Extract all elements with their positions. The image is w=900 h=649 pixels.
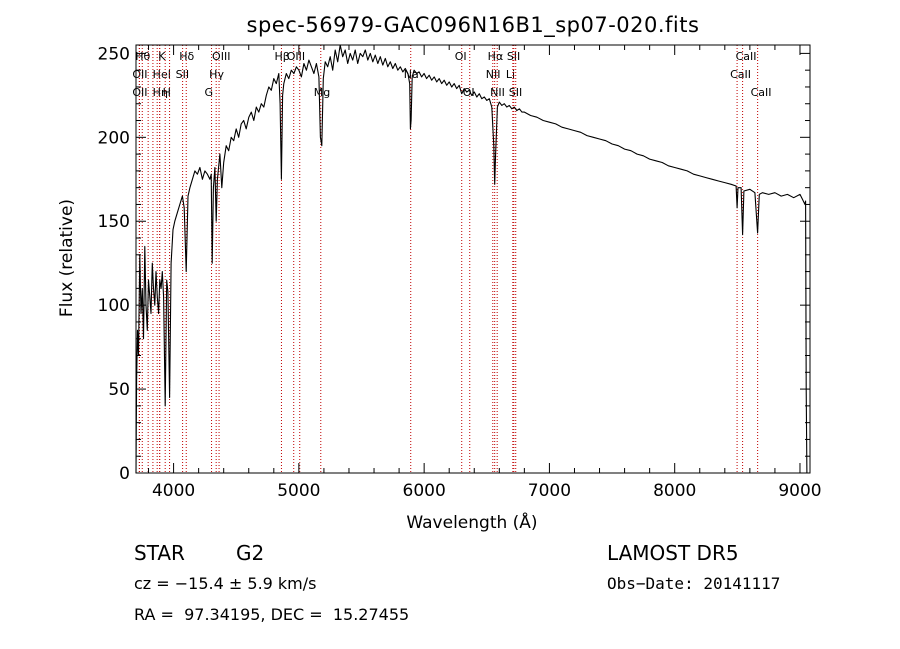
line-marker-label: Hδ <box>179 50 194 63</box>
x-tick-label: 7000 <box>528 481 571 501</box>
x-axis-label: Wavelength (Å) <box>406 511 537 533</box>
line-marker-label: G <box>205 86 214 99</box>
y-tick-label: 150 <box>98 212 130 232</box>
line-marker-label: CaII <box>730 68 751 81</box>
line-marker-label: K <box>158 50 166 63</box>
line-marker-label: Hγ <box>209 68 224 81</box>
object-subclass: G2 <box>236 541 265 565</box>
line-marker-label: SII <box>176 68 189 81</box>
line-marker-label: Mg <box>314 86 330 99</box>
x-tick-label: 6000 <box>403 481 446 501</box>
y-tick-label: 200 <box>98 128 130 148</box>
x-tick-label: 5000 <box>277 481 320 501</box>
chart-title: spec-56979-GAC096N16B1_sp07-020.fits <box>247 13 700 38</box>
line-marker-label: SII <box>509 86 522 99</box>
line-marker-label: Hα <box>488 50 504 63</box>
y-tick-label: 100 <box>98 296 130 316</box>
line-marker-label: SII <box>507 50 520 63</box>
line-marker-label: OI <box>455 50 467 63</box>
line-marker-label: OI <box>463 86 475 99</box>
line-marker-label: NII <box>490 86 505 99</box>
coordinates: RA = 97.34195, DEC = 15.27455 <box>134 605 410 624</box>
line-marker-label: OIII <box>212 50 230 63</box>
y-tick-label: 0 <box>119 464 130 484</box>
series-layer <box>135 44 808 474</box>
line-marker-label: CaII <box>736 50 757 63</box>
y-tick-label: 250 <box>98 44 130 64</box>
observation-date: Obs−Date: 20141117 <box>607 574 781 593</box>
x-tick-label: 8000 <box>653 481 696 501</box>
line-marker-label: OII <box>132 86 147 99</box>
x-tick-label: 9000 <box>778 481 821 501</box>
spectrum-line <box>135 44 808 474</box>
plot-frame <box>135 44 811 474</box>
axes: 4000 5000 6000 7000 8000 9000 0 50 100 150 200 250 <box>98 44 822 501</box>
line-marker-label: CaII <box>751 86 772 99</box>
x-tick-label: 4000 <box>152 481 195 501</box>
object-class: STAR <box>134 541 185 565</box>
line-marker-label: OIII <box>287 50 305 63</box>
line-marker-label: NII <box>486 68 501 81</box>
y-tick-label: 50 <box>108 380 130 400</box>
line-marker-label: Li <box>506 68 515 81</box>
radial-velocity: cz = −15.4 ± 5.9 km/s <box>134 574 317 593</box>
line-marker-label: H <box>163 86 171 99</box>
y-axis-label: Flux (relative) <box>57 199 77 317</box>
survey-name: LAMOST DR5 <box>607 541 739 565</box>
line-marker-label: Hη <box>153 86 168 99</box>
line-marker-label: Hβ <box>274 50 289 63</box>
line-marker-label: HeI <box>153 68 171 81</box>
